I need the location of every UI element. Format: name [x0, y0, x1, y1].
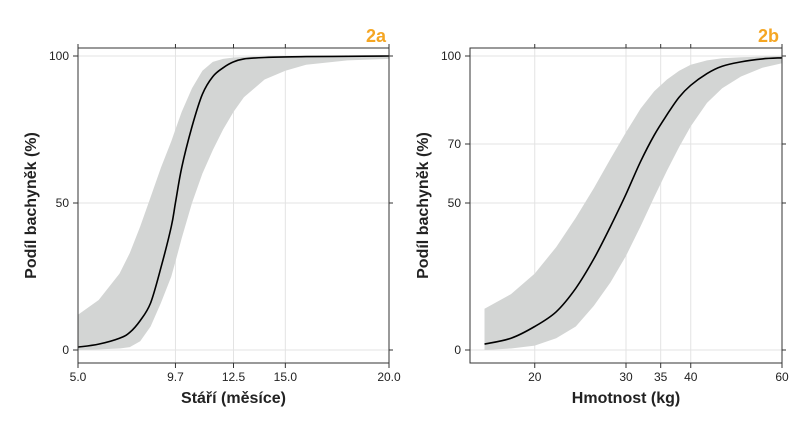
y-tick-label: 0	[454, 343, 461, 357]
x-tick-label: 20	[528, 370, 542, 384]
x-tick-label: 40	[684, 370, 698, 384]
panel-2b-fitted-curve	[484, 57, 783, 345]
x-tick-label: 30	[619, 370, 633, 384]
panel-2b-y-axis-title: Podíl bachyněk (%)	[415, 132, 432, 279]
x-tick-label: 60	[775, 370, 789, 384]
panel-2a-confidence-band	[78, 56, 389, 350]
x-tick-label: 15.0	[274, 370, 298, 384]
panel-2b-ticks: 20 30 35 40 60 0 50 70 100	[441, 44, 789, 384]
panel-2a-label: 2a	[366, 26, 387, 46]
panel-2b-label: 2b	[758, 26, 779, 46]
y-tick-label: 100	[49, 49, 69, 63]
panel-2b-x-axis-title: Hmotnost (kg)	[572, 390, 680, 407]
panel-2a-ticks: 5.0 9.7 12.5 15.0 20.0 0 50 100	[49, 44, 401, 384]
x-tick-label: 9.7	[167, 370, 184, 384]
x-tick-label: 12.5	[222, 370, 246, 384]
panel-2b: 20 30 35 40 60 0 50 70 100 2b Hmotnost (kg) Podí…	[415, 26, 789, 407]
y-tick-label: 70	[448, 137, 462, 151]
y-tick-label: 100	[441, 49, 461, 63]
x-tick-label: 35	[654, 370, 668, 384]
x-tick-label: 5.0	[70, 370, 87, 384]
panel-2a: 5.0 9.7 12.5 15.0 20.0 0 50 100 2a Stáří (měsíc…	[23, 26, 401, 407]
panel-2a-y-axis-title: Podíl bachyněk (%)	[23, 132, 40, 279]
y-tick-label: 50	[448, 196, 462, 210]
y-tick-label: 50	[56, 196, 70, 210]
y-tick-label: 0	[62, 343, 69, 357]
panel-2a-fitted-curve	[77, 55, 390, 348]
panel-2a-x-axis-title: Stáří (měsíce)	[181, 390, 286, 407]
panel-2b-confidence-band	[484, 56, 782, 350]
x-tick-label: 20.0	[377, 370, 401, 384]
